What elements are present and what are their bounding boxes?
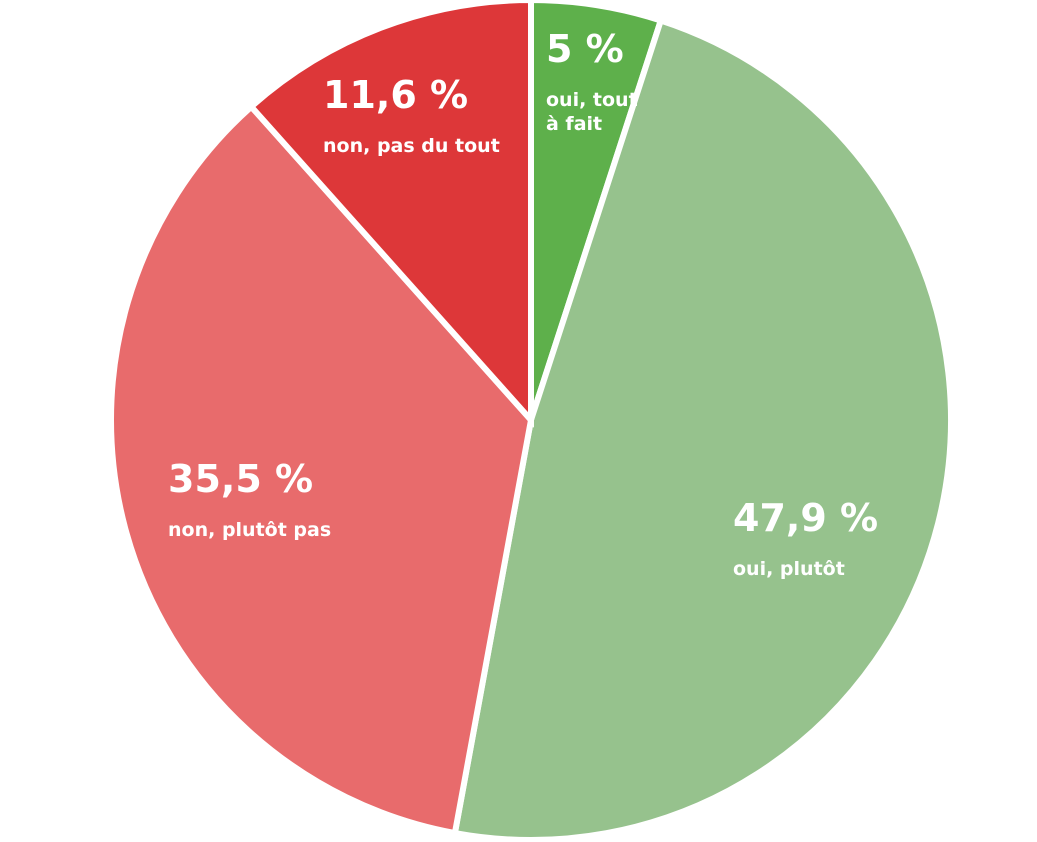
slice-category-label: non, pas du tout [323,135,500,157]
slice-value-label: 11,6 % [323,73,468,117]
pie-slice-2 [451,16,954,842]
slice-category-label: oui, tout à fait [546,89,638,135]
pie-slices [108,0,954,842]
slice-value-label: 5 % [546,27,624,71]
slice-value-label: 35,5 % [168,457,313,501]
pie-labels: 5 % oui, tout à fait 47,9 % oui, plutôt 35,5 … [168,27,878,580]
pie-slice-3 [108,102,535,837]
slice-category-label: oui, plutôt [733,558,845,580]
pie-slice-4 [247,0,534,428]
slice-category-label: non, plutôt pas [168,519,331,541]
slice-value-label: 47,9 % [733,496,878,540]
